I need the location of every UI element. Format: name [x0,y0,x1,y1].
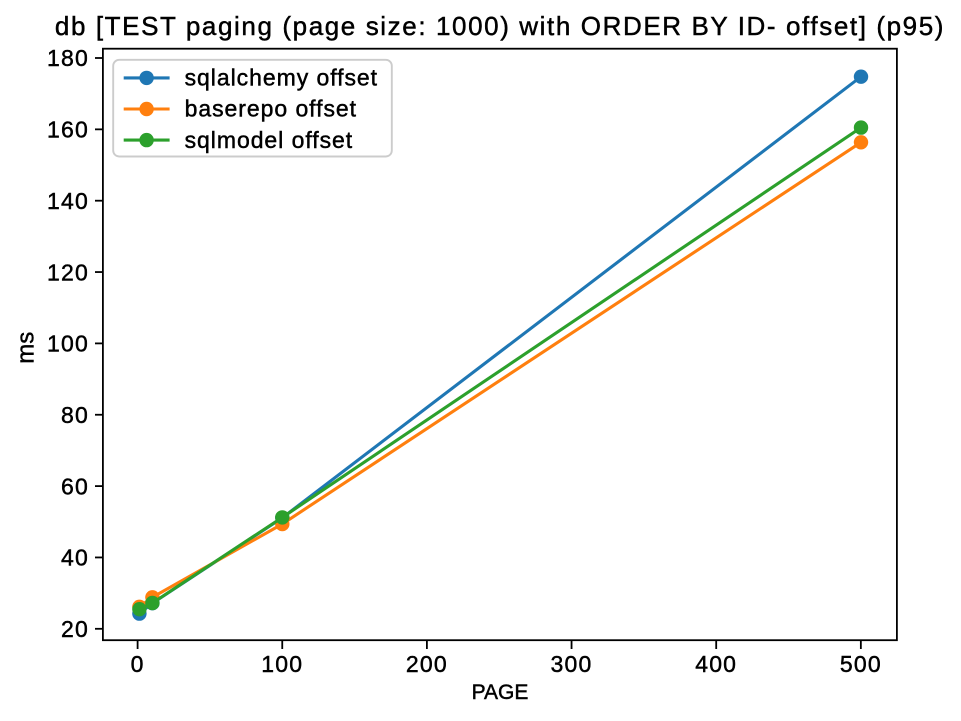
svg-text:100: 100 [47,331,89,357]
svg-text:60: 60 [61,473,89,499]
svg-text:sqlalchemy offset: sqlalchemy offset [185,65,378,91]
svg-text:200: 200 [406,651,448,677]
svg-text:0: 0 [131,651,145,677]
svg-text:300: 300 [551,651,593,677]
svg-text:180: 180 [47,45,89,71]
svg-text:140: 140 [47,188,89,214]
svg-text:100: 100 [261,651,303,677]
svg-text:baserepo offset: baserepo offset [185,96,357,122]
svg-text:ms: ms [13,332,40,364]
svg-text:20: 20 [61,616,89,642]
svg-text:sqlmodel offset: sqlmodel offset [185,127,354,153]
svg-text:160: 160 [47,117,89,143]
svg-text:500: 500 [840,651,882,677]
svg-text:120: 120 [47,259,89,285]
svg-text:80: 80 [61,402,89,428]
svg-text:PAGE: PAGE [472,681,529,704]
svg-text:400: 400 [695,651,737,677]
svg-text:db [TEST paging (page size: 10: db [TEST paging (page size: 1000) with O… [55,11,945,41]
svg-text:40: 40 [61,545,89,571]
